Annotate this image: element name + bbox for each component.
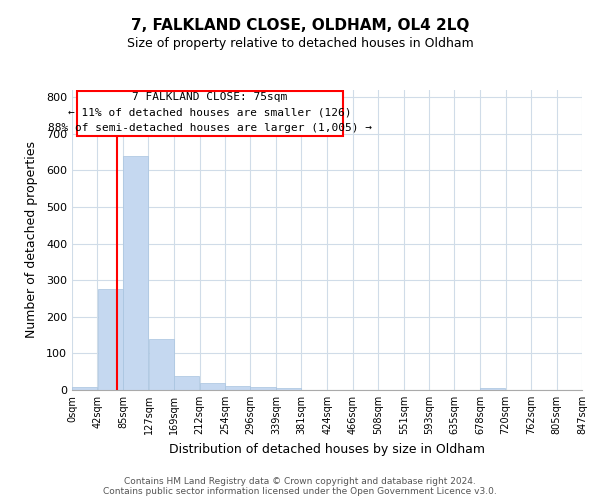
Bar <box>72 388 97 390</box>
Bar <box>98 290 123 390</box>
Bar <box>225 386 250 390</box>
Bar <box>124 156 148 390</box>
Bar <box>250 386 276 390</box>
Text: 7, FALKLAND CLOSE, OLDHAM, OL4 2LQ: 7, FALKLAND CLOSE, OLDHAM, OL4 2LQ <box>131 18 469 32</box>
Bar <box>200 382 224 390</box>
X-axis label: Distribution of detached houses by size in Oldham: Distribution of detached houses by size … <box>169 442 485 456</box>
Bar <box>277 388 301 390</box>
Bar <box>174 376 199 390</box>
Bar <box>149 339 173 390</box>
Text: Contains HM Land Registry data © Crown copyright and database right 2024.: Contains HM Land Registry data © Crown c… <box>124 477 476 486</box>
Bar <box>481 388 505 390</box>
Text: 7 FALKLAND CLOSE: 75sqm
← 11% of detached houses are smaller (126)
88% of semi-d: 7 FALKLAND CLOSE: 75sqm ← 11% of detache… <box>48 92 372 133</box>
FancyBboxPatch shape <box>77 90 343 136</box>
Text: Size of property relative to detached houses in Oldham: Size of property relative to detached ho… <box>127 38 473 51</box>
Y-axis label: Number of detached properties: Number of detached properties <box>25 142 38 338</box>
Text: Contains public sector information licensed under the Open Government Licence v3: Contains public sector information licen… <box>103 487 497 496</box>
